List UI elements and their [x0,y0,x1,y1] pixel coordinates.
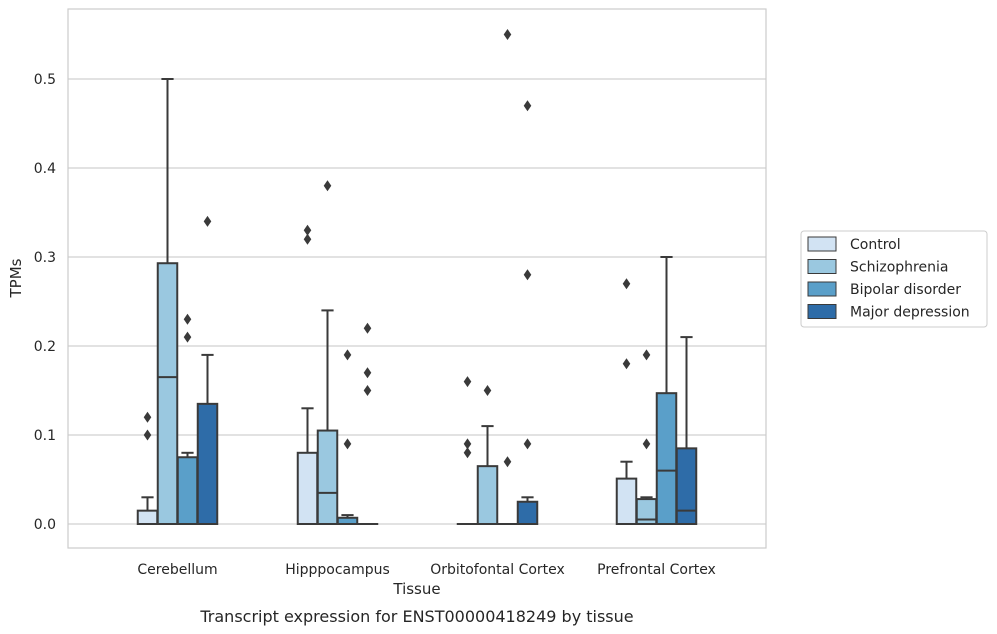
outlier-point [463,447,472,459]
plot-frame [67,8,767,549]
legend-swatch [807,236,837,252]
outlier-point [183,313,192,325]
outlier-point [303,224,312,236]
outlier-point [503,29,512,40]
outlier-point [463,376,472,388]
outlier-point [483,385,492,396]
figure-caption: Transcript expression for ENST0000041824… [199,607,633,626]
box-body [675,447,698,526]
box-body [615,477,638,525]
outlier-point [622,358,631,370]
legend-swatch [807,281,837,297]
outlier-point [343,438,352,450]
outlier-point [143,411,152,423]
y-tick-label: 0.4 [34,161,56,177]
box-body [196,402,219,526]
box-body [156,262,179,525]
legend-label: Bipolar disorder [850,282,961,298]
outlier-point [363,385,372,396]
outlier-point [183,331,192,343]
y-tick-label: 0.1 [34,428,56,444]
outlier-point [143,429,152,441]
box-body [136,509,159,525]
outlier-point [523,100,532,112]
legend-frame [800,230,988,328]
box-body [176,456,199,525]
outlier-point [642,349,651,361]
legend: Control Schizophrenia Bipolar disorder Majo… [800,230,988,328]
legend-label: Major depression [850,305,970,321]
box-body [655,392,678,526]
x-axis-label: Tissue [392,580,440,598]
x-axis-ticks: Cerebellum Hipppocampus Orbitofontal Corte… [137,562,715,578]
box-body [296,451,319,525]
y-tick-label: 0.5 [34,72,56,88]
box-body [316,429,339,525]
outlier-point [622,278,631,290]
legend-label: Control [850,237,901,253]
x-tick-label: Hipppocampus [285,562,390,578]
y-tick-label: 0.3 [34,250,56,266]
box-series-group [136,29,698,526]
y-tick-label: 0.0 [34,517,56,533]
legend-swatch [807,259,837,274]
outlier-point [203,215,212,227]
outlier-point [523,438,532,450]
outlier-point [523,269,532,281]
x-tick-label: Orbitofontal Cortex [430,562,565,578]
outlier-point [343,349,352,361]
outlier-point [363,322,372,334]
box-body [476,465,499,525]
y-axis-label: TPMs [7,258,25,298]
outlier-point [323,180,332,192]
y-tick-label: 0.2 [34,339,56,355]
outlier-point [503,456,512,468]
outlier-point [642,438,651,450]
x-tick-label: Prefrontal Cortex [597,562,716,578]
legend-label: Schizophrenia [850,260,948,276]
outlier-point [363,367,372,379]
legend-swatch [807,304,837,319]
x-tick-label: Cerebellum [137,562,217,578]
outlier-point [463,438,472,450]
outlier-point [303,233,312,245]
y-axis-ticks: 0.0 0.1 0.2 0.3 0.4 0.5 [34,72,56,533]
box-body [516,500,539,525]
